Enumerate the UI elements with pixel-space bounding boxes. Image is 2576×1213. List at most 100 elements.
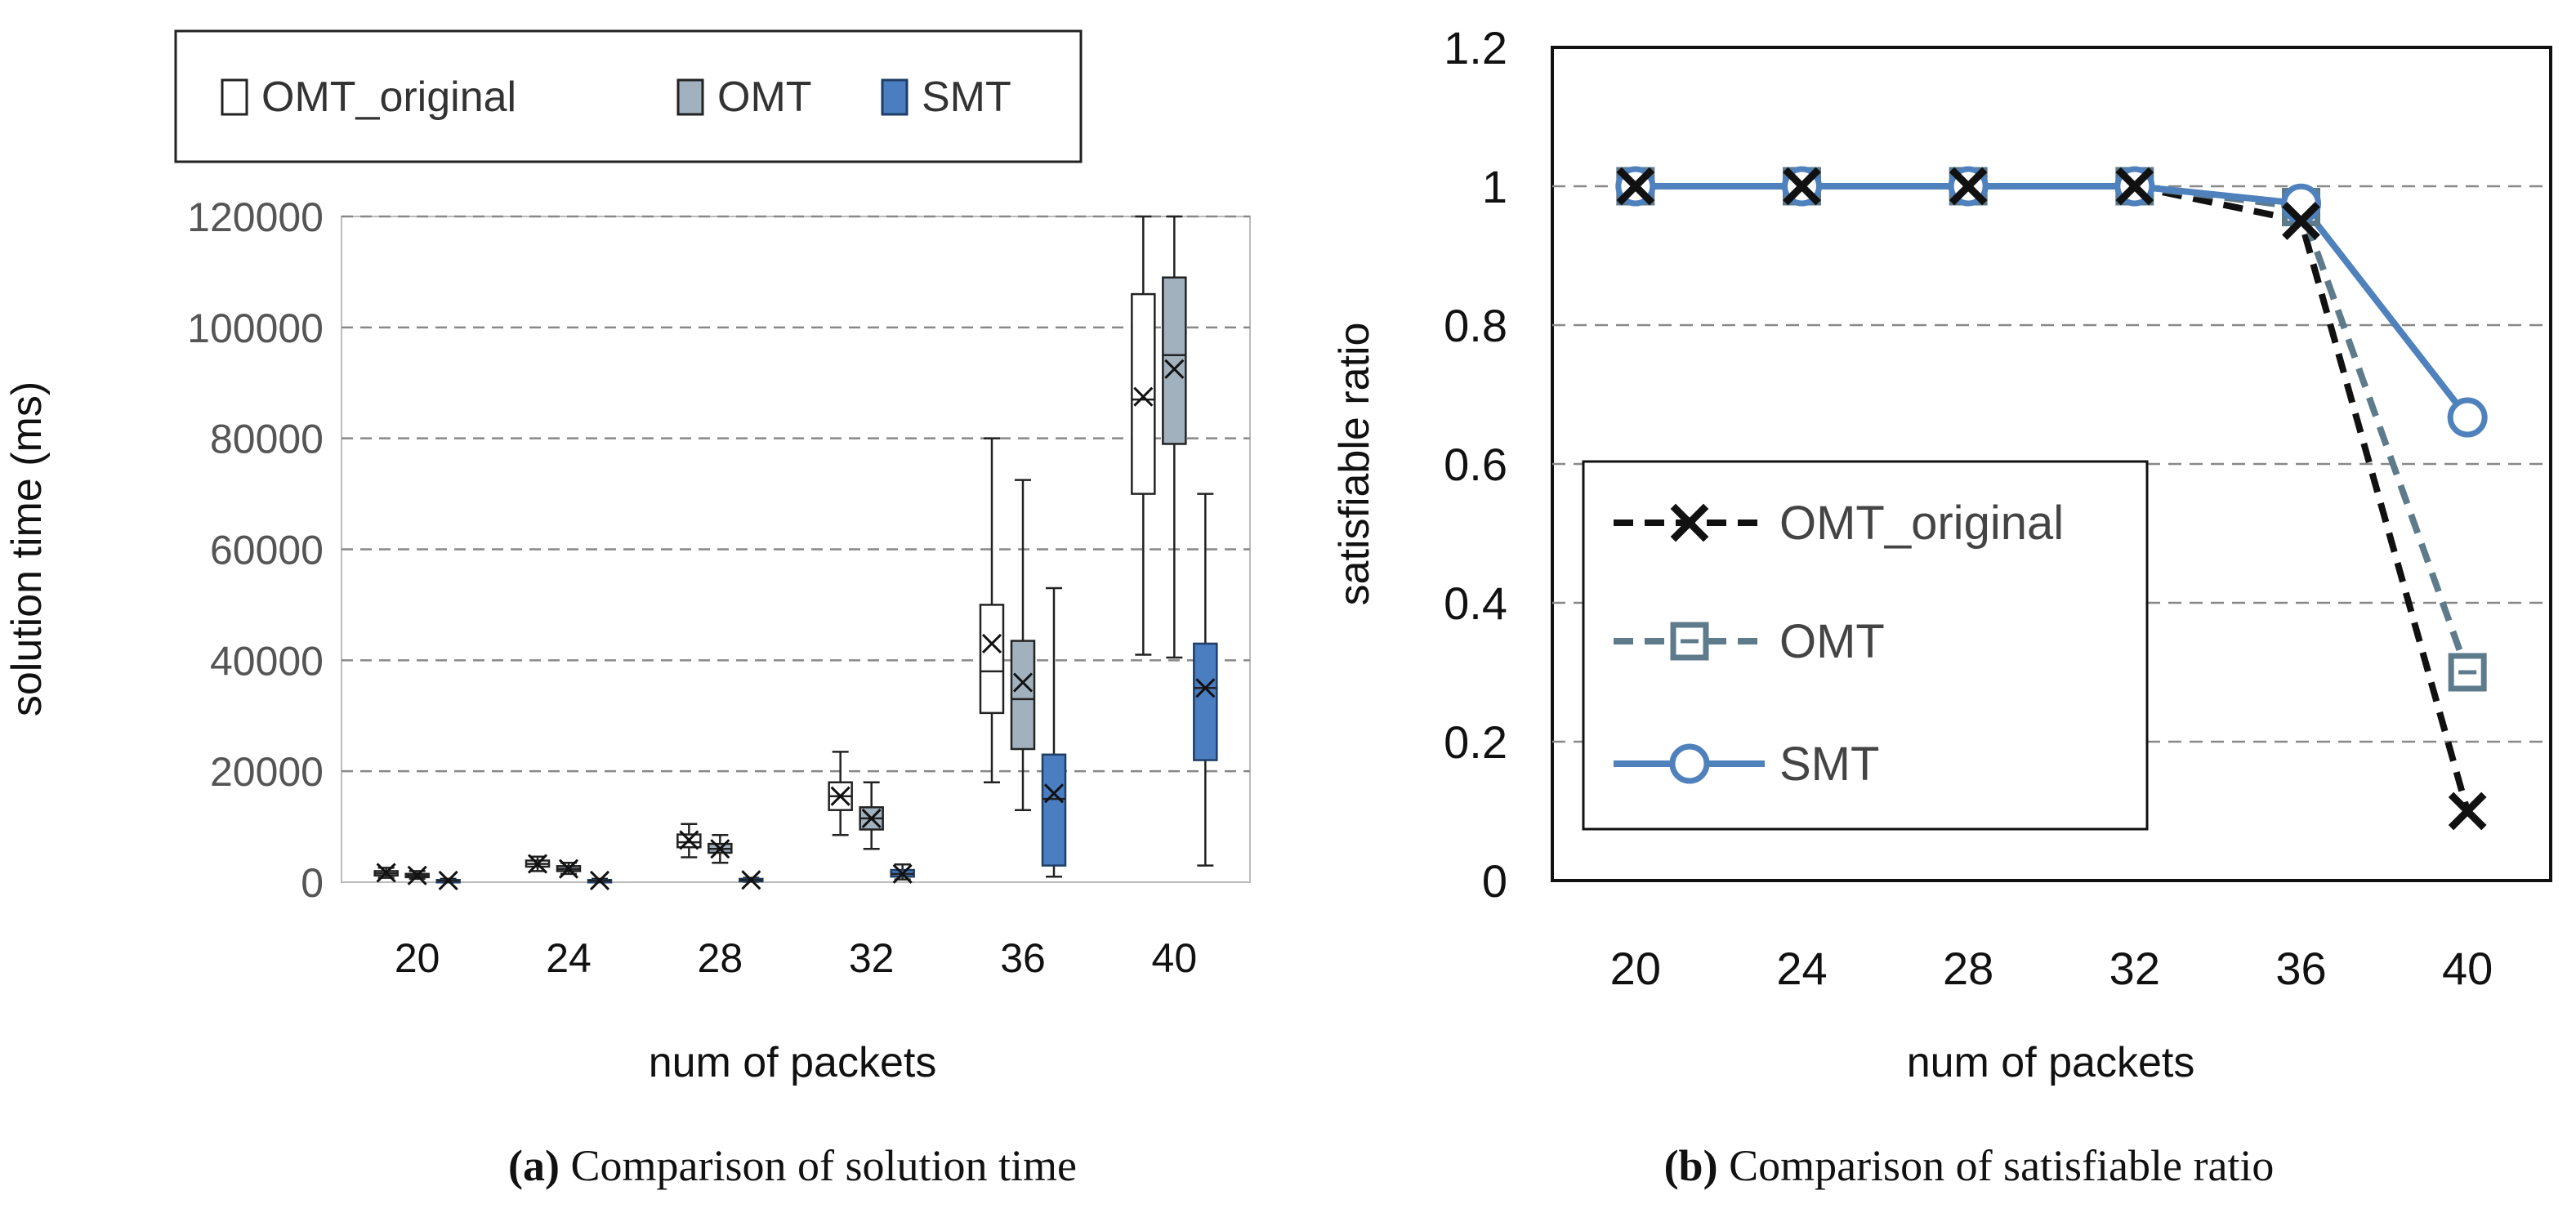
box-omt-original (525, 854, 551, 874)
solution-time-chart: OMT_original OMT SMT 0 20000 40000 60000 80000… (3, 29, 1251, 1190)
marker-omt-original (2115, 167, 2154, 206)
mean-marker (861, 808, 882, 828)
box-iqr (1193, 642, 1218, 761)
mean-marker (589, 870, 610, 891)
caption-a: (a) Comparison of solution time (508, 1141, 1077, 1190)
y-tick-label-b: 0.2 (1444, 716, 1507, 768)
x-tick-label-a: 20 (395, 935, 440, 981)
marker-omt (2448, 653, 2487, 692)
mean-marker (376, 863, 396, 883)
x-tick-label-a: 32 (849, 935, 895, 981)
caption-b: (b) Comparison of satisfiable ratio (1664, 1141, 2275, 1190)
x-axis-label-a: num of packets (649, 1039, 937, 1086)
box-iqr (1131, 292, 1156, 495)
legend-label-smt: SMT (922, 74, 1011, 121)
box-iqr (1041, 753, 1067, 867)
box-omt (859, 781, 884, 850)
caption-a-letter: a (523, 1141, 545, 1190)
y-tick-label-a: 80000 (210, 417, 324, 462)
y-tick-label-a: 0 (301, 860, 324, 906)
x-axis-label-b: num of packets (1907, 1039, 2195, 1086)
y-tick-label-a: 40000 (210, 638, 324, 684)
square-marker-body (1670, 622, 1709, 661)
box-omt (1010, 479, 1036, 811)
x-tick-label-b: 36 (2275, 943, 2326, 994)
y-tick-label-a: 120000 (187, 194, 324, 240)
legend-label-omt: OMT (717, 74, 812, 121)
legend-marker-omt-original (1670, 503, 1709, 542)
mean-marker (438, 870, 458, 891)
x-tick-label-a: 40 (1152, 935, 1198, 981)
gridlines-a (342, 215, 1250, 773)
mean-marker (710, 839, 730, 859)
x-tick-label-b: 24 (1776, 943, 1827, 994)
mean-marker (558, 858, 579, 879)
mean-marker (1164, 359, 1185, 379)
y-tick-labels-b: 0 0.2 0.4 0.6 0.8 1 1.2 (1444, 22, 1507, 907)
boxes-a (373, 215, 1218, 891)
line-smt (1635, 183, 2471, 420)
legend-b: OMT_original OMT SMT (1614, 497, 2064, 791)
mean-marker (679, 830, 699, 850)
y-tick-label-b: 0.6 (1444, 439, 1507, 490)
mean-marker (1133, 386, 1154, 407)
legend-label-omt-original: OMT_original (261, 74, 516, 121)
y-tick-label-b: 0.4 (1444, 578, 1507, 629)
caption-b-letter: b (1679, 1141, 1703, 1190)
box-omt-original (676, 823, 702, 858)
marker-omt-original (1949, 167, 1988, 206)
box-smt (435, 870, 461, 891)
x-tick-labels-b: 20 24 28 32 36 40 (1610, 943, 2493, 994)
y-tick-label-b: 0.8 (1444, 300, 1507, 351)
box-smt (890, 863, 915, 884)
y-tick-label-b: 1.2 (1444, 22, 1507, 74)
legend-label-omt: OMT (1779, 615, 1885, 668)
marker-omt-original (1616, 167, 1655, 206)
mean-marker (1195, 678, 1216, 698)
y-tick-label-a: 60000 (210, 528, 324, 573)
y-tick-labels-a: 0 20000 40000 60000 80000 100000 120000 (187, 194, 324, 906)
mean-marker (1012, 672, 1034, 693)
mean-marker (1043, 783, 1065, 804)
caption-b-text: Comparison of satisfiable ratio (1729, 1141, 2274, 1190)
mean-marker (830, 786, 850, 806)
y-axis-label-a: solution time (ms) (3, 381, 51, 716)
legend-swatch-omt-original (221, 78, 248, 116)
y-axis-label-b: satisfiable ratio (1331, 323, 1378, 606)
marker-smt (2281, 183, 2321, 224)
box-omt (556, 858, 582, 879)
legend-label-smt: SMT (1779, 738, 1879, 791)
legend-swatch-smt (881, 78, 909, 116)
box-omt-original (979, 437, 1005, 783)
x-tick-label-b: 20 (1610, 943, 1661, 994)
legend-marker-omt (1670, 622, 1709, 661)
box-smt (739, 870, 764, 890)
legend-marker-smt (1669, 743, 1710, 784)
box-smt (587, 870, 613, 891)
box-omt (1162, 215, 1187, 659)
x-tick-labels-a: 20 24 28 32 36 40 (395, 935, 1197, 981)
series-markers-b (1615, 166, 2488, 831)
box-iqr (979, 604, 1005, 715)
box-omt (708, 834, 733, 864)
box-omt-original (373, 863, 399, 883)
y-tick-label-b: 0 (1482, 855, 1507, 907)
marker-smt (2447, 397, 2488, 438)
series-lines-b (1635, 183, 2471, 813)
marker-omt-original (1783, 167, 1821, 206)
box-smt (1193, 493, 1218, 867)
x-tick-label-a: 24 (546, 935, 592, 981)
box-smt (1041, 586, 1067, 878)
legend-label-omt-original: OMT_original (1779, 497, 2064, 550)
x-tick-label-b: 32 (2109, 943, 2160, 994)
mean-marker (981, 633, 1002, 654)
mean-marker (407, 865, 427, 885)
legend-a: OMT_original OMT SMT (221, 74, 1011, 121)
legend-box-a (174, 29, 1083, 163)
satisfiable-ratio-chart: 0 0.2 0.4 0.6 0.8 1 1.2 20 24 28 32 36 40 OMT_origi… (1331, 22, 2552, 1190)
x-tick-label-b: 28 (1943, 943, 1993, 994)
marker-omt-original (2282, 202, 2320, 240)
y-tick-label-a: 20000 (210, 749, 324, 795)
mean-marker (741, 870, 761, 890)
